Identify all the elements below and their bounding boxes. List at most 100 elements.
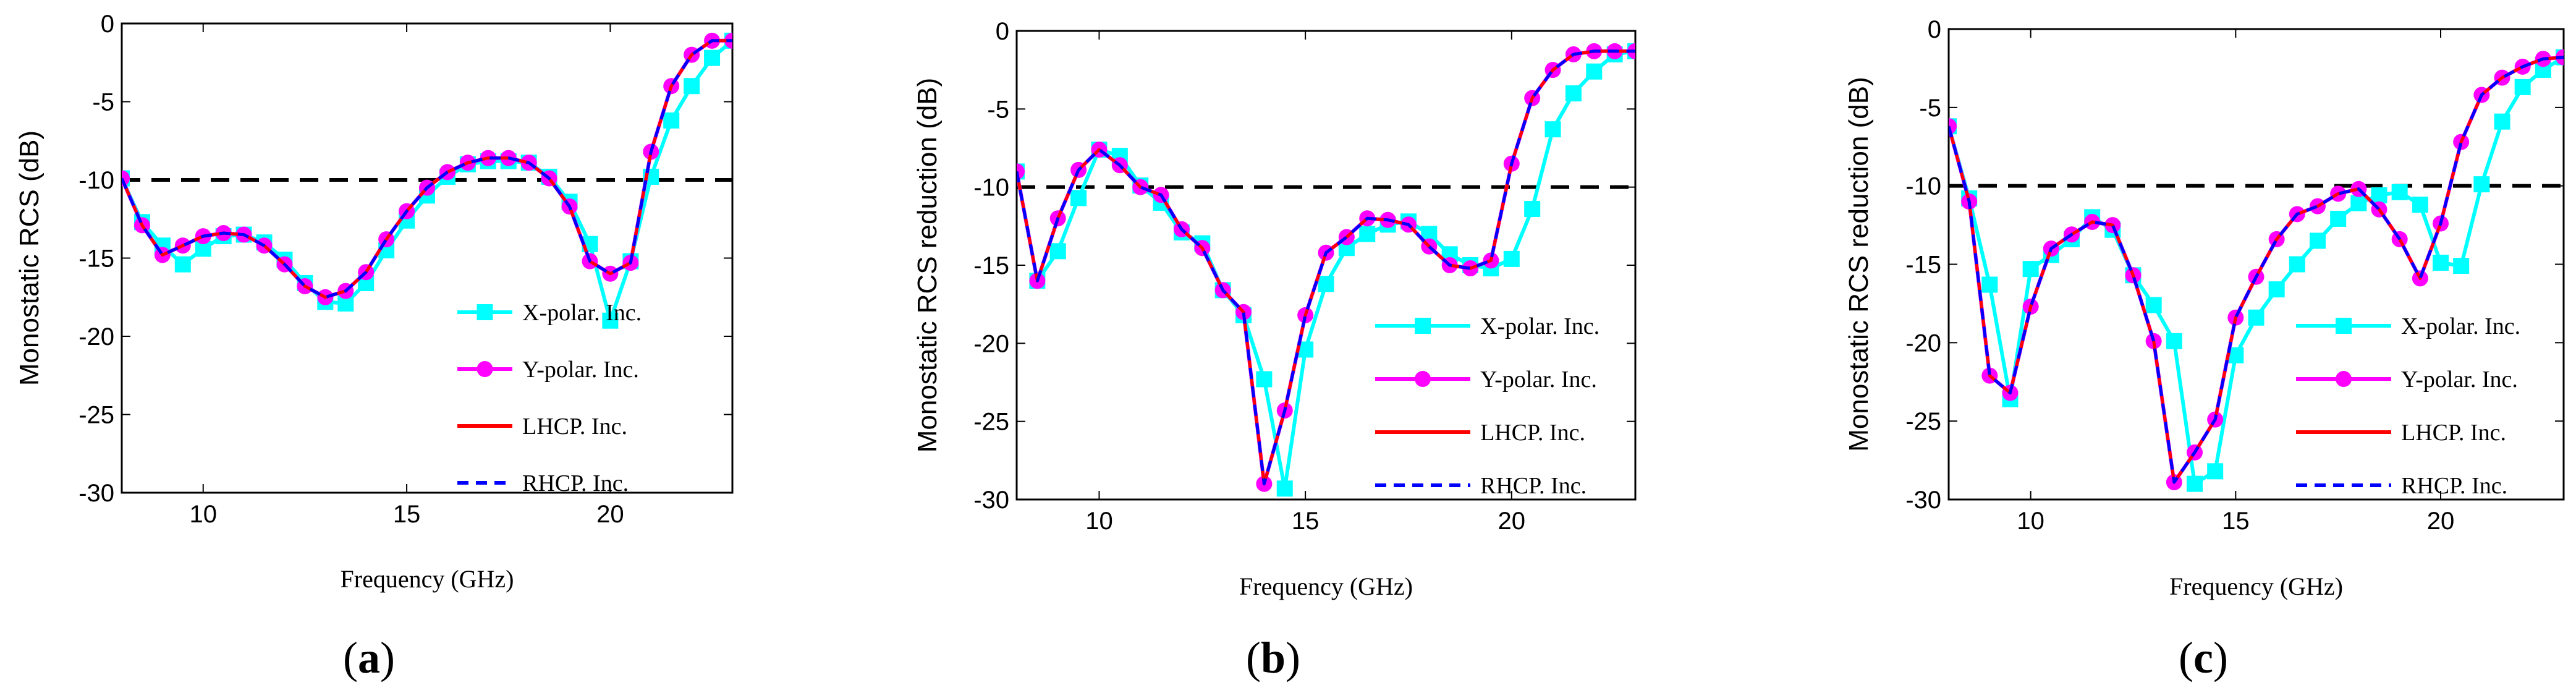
- y-tick-label: -20: [1905, 329, 1941, 357]
- series-rhcp-line: [1949, 56, 2564, 484]
- legend-label: Y-polar. Inc.: [522, 357, 639, 383]
- x-tick-label: 15: [1292, 508, 1320, 535]
- panel-label-letter: c: [2193, 633, 2213, 682]
- x-polar-marker: [1524, 201, 1541, 218]
- legend-marker-square: [1415, 318, 1431, 334]
- y-axis-title: Monostatic RCS (dB): [14, 130, 44, 386]
- panel-label-close: ): [2213, 633, 2228, 682]
- y-polar-marker: [122, 170, 130, 187]
- legend-label: Y-polar. Inc.: [1480, 367, 1597, 393]
- x-polar-marker: [2268, 281, 2285, 298]
- x-polar-marker: [1586, 63, 1603, 80]
- legend-label: RHCP. Inc.: [1480, 473, 1587, 499]
- y-tick-label: 0: [101, 11, 114, 38]
- y-tick-label: -25: [973, 409, 1009, 436]
- x-polar-marker: [2514, 79, 2531, 95]
- y-tick-label: -10: [973, 174, 1009, 202]
- series-y-polar-line: [1017, 49, 1635, 486]
- panel-c: 10 15 20 0 -5 -10 -15 -20 -25 -30 X-polar. Inc. Y-p…: [1844, 16, 2565, 682]
- x-axis-title: Frequency (GHz): [1239, 572, 1413, 600]
- x-polar-marker: [2371, 187, 2387, 203]
- panel-label-letter: b: [1261, 633, 1286, 682]
- x-polar-marker: [2494, 113, 2510, 130]
- x-polar-marker: [2433, 254, 2449, 271]
- legend-label: X-polar. Inc.: [1480, 313, 1599, 339]
- x-polar-marker: [1544, 121, 1561, 138]
- x-polar-marker: [2453, 258, 2470, 274]
- x-polar-marker: [2473, 176, 2490, 193]
- y-tick-label: -15: [78, 245, 114, 273]
- legend-label: Y-polar. Inc.: [2401, 367, 2518, 393]
- x-polar-marker: [1256, 371, 1273, 388]
- x-polar-marker: [1981, 276, 1998, 293]
- x-polar-marker: [2289, 256, 2305, 273]
- panel-label: (c): [2179, 633, 2228, 682]
- y-tick-label: -10: [78, 167, 114, 194]
- panel-label: (a): [343, 633, 395, 682]
- x-polar-marker: [704, 49, 721, 66]
- legend-marker-circle: [2336, 371, 2352, 387]
- panel-label-open: (: [2179, 633, 2193, 682]
- y-tick-label: -10: [1905, 173, 1941, 200]
- x-polar-marker: [2350, 195, 2367, 211]
- y-tick-label: -30: [973, 487, 1009, 514]
- y-tick-label: -25: [78, 402, 114, 429]
- x-tick-label: 15: [2222, 508, 2250, 535]
- panel-a: 10 15 20 0 -5 -10 -15 -20 -25 -30 X-polar. Inc. Y-p…: [14, 11, 734, 682]
- y-tick-label: -15: [1905, 252, 1941, 279]
- x-axis-title: Frequency (GHz): [341, 565, 514, 593]
- y-tick-label: -5: [1919, 95, 1941, 122]
- y-tick-label: -30: [78, 480, 114, 507]
- legend-label: LHCP. Inc.: [2401, 420, 2506, 446]
- x-tick-label: 20: [1498, 508, 1526, 535]
- x-polar-marker: [2207, 463, 2224, 480]
- panel-label: (b): [1246, 633, 1300, 682]
- x-polar-marker: [2166, 333, 2182, 349]
- panel-b: 10 15 20 0 -5 -10 -15 -20 -25 -30 X-polar. Inc. Y-p…: [912, 18, 1637, 682]
- series-rhcp-line: [122, 39, 732, 299]
- x-polar-marker: [602, 312, 619, 329]
- series-lhcp-line: [1017, 49, 1635, 486]
- x-polar-marker: [684, 78, 700, 95]
- plot-area: [1949, 49, 2564, 492]
- legend-marker-square: [477, 304, 493, 320]
- y-tick-label: -25: [1905, 408, 1941, 435]
- panel-label-open: (: [343, 633, 358, 682]
- x-tick-label: 10: [2017, 508, 2044, 535]
- legend-label: RHCP. Inc.: [2401, 473, 2507, 499]
- plot-area: [122, 32, 732, 329]
- x-polar-marker: [1565, 85, 1582, 102]
- legend-label: RHCP. Inc.: [522, 470, 629, 496]
- x-polar-marker: [1318, 276, 1334, 292]
- series-rhcp-line: [1017, 49, 1635, 486]
- y-tick-label: 0: [996, 18, 1009, 45]
- x-tick-label: 15: [393, 501, 421, 528]
- x-polar-marker: [2310, 232, 2326, 249]
- x-polar-marker: [2248, 309, 2265, 326]
- panel-label-open: (: [1246, 633, 1261, 682]
- x-polar-marker: [2391, 184, 2408, 200]
- y-tick-label: -30: [1905, 487, 1941, 514]
- y-tick-label: -20: [973, 330, 1009, 357]
- series-y-polar-line: [122, 38, 732, 299]
- x-polar-marker: [1503, 250, 1520, 267]
- y-axis-title: Monostatic RCS reduction (dB): [1844, 77, 1874, 451]
- y-tick-label: -20: [78, 323, 114, 351]
- x-polar-marker: [2022, 261, 2039, 278]
- y-tick-label: 0: [1928, 16, 1941, 43]
- legend-label: X-polar. Inc.: [522, 300, 642, 326]
- y-tick-label: -15: [973, 252, 1009, 279]
- x-polar-marker: [1359, 226, 1376, 242]
- series-lhcp-line: [122, 39, 732, 299]
- x-polar-marker: [663, 112, 680, 129]
- y-axis-title: Monostatic RCS reduction (dB): [912, 78, 943, 453]
- x-polar-marker: [2145, 297, 2162, 313]
- x-polar-marker: [174, 256, 191, 273]
- x-tick-label: 10: [189, 501, 217, 528]
- x-tick-label: 20: [596, 501, 624, 528]
- x-tick-label: 20: [2427, 508, 2455, 535]
- x-polar-marker: [1049, 243, 1066, 260]
- y-tick-label: -5: [92, 89, 114, 116]
- x-polar-marker: [1070, 190, 1087, 206]
- legend-label: LHCP. Inc.: [522, 414, 627, 440]
